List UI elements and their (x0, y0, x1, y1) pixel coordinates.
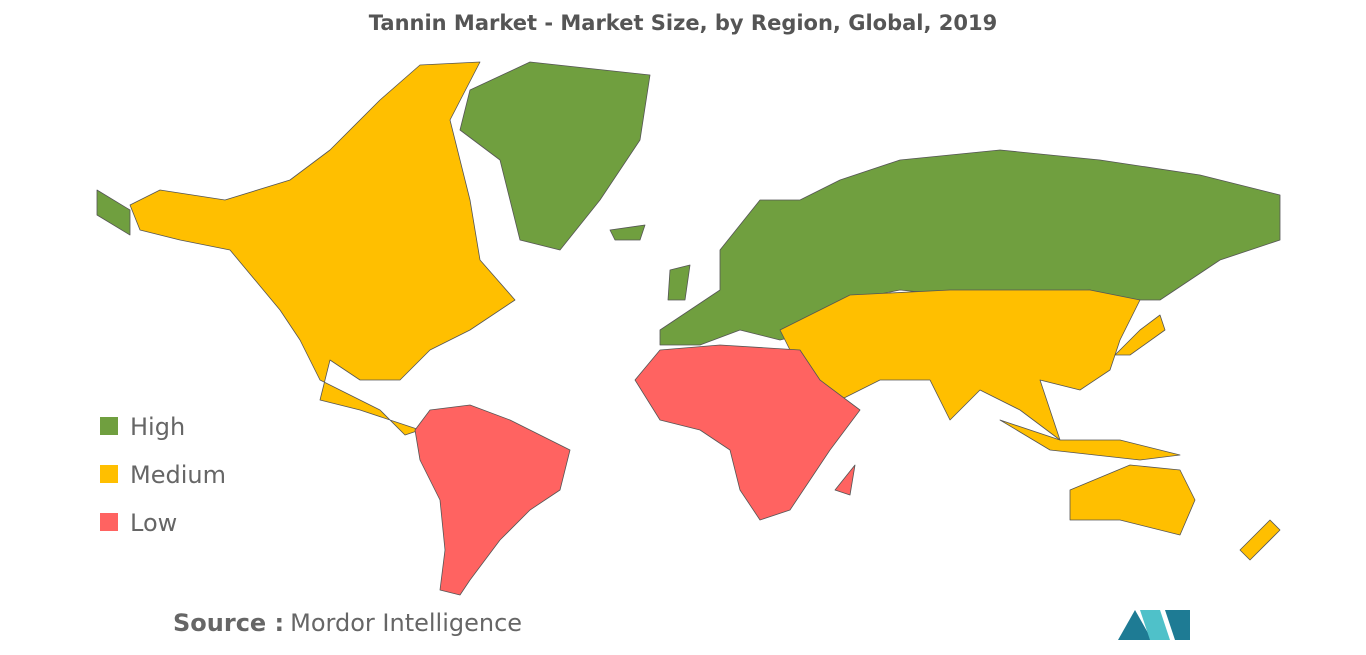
asia (779, 289, 1141, 441)
legend: High Medium Low (100, 413, 226, 537)
legend-label: Low (130, 509, 177, 537)
japan (1114, 314, 1166, 356)
legend-swatch (100, 417, 118, 435)
europe-russia (659, 149, 1281, 346)
title: Tannin Market - Market Size, by Region, … (369, 11, 997, 35)
iceland (609, 224, 646, 241)
madagascar (834, 464, 856, 496)
africa (634, 344, 861, 521)
legend-label: High (130, 413, 185, 441)
new-zealand (1239, 519, 1281, 561)
legend-label: Medium (130, 461, 226, 489)
greenland (459, 61, 651, 251)
source: Source : Mordor Intelligence (173, 609, 522, 637)
legend-swatch (100, 513, 118, 531)
indonesia (999, 419, 1181, 461)
legend-swatch (100, 465, 118, 483)
source-text: Mordor Intelligence (290, 609, 522, 637)
south-america (414, 404, 571, 596)
united-kingdom (667, 264, 691, 301)
logo (1118, 610, 1190, 640)
australia (1069, 464, 1196, 536)
source-label: Source : (173, 609, 284, 637)
alaska-tip (96, 189, 131, 236)
world-map (96, 61, 1281, 596)
north-america (129, 61, 516, 436)
